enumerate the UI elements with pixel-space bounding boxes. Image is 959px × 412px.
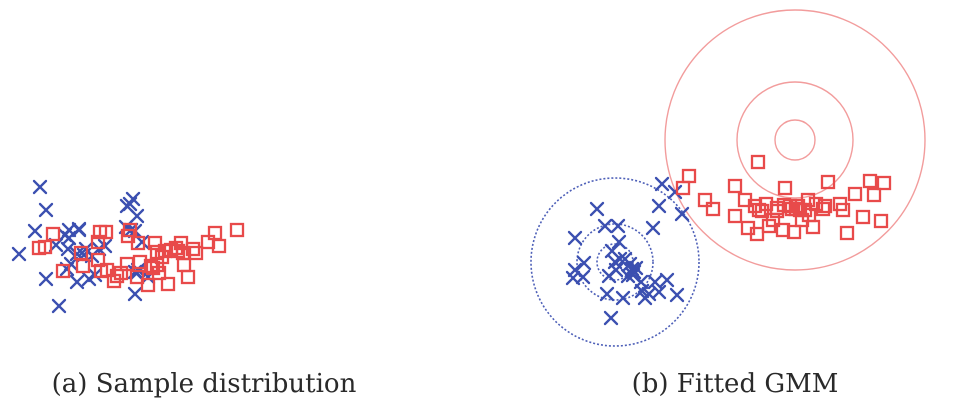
scatter-point-square [705,201,721,217]
scatter-point-x [634,283,650,299]
scatter-point-square [727,208,743,224]
scatter-point-square [855,209,871,225]
scatter-point-x [565,270,581,286]
caption-sample-distribution: (a) Sample distribution [52,369,357,399]
scatter-point-square [151,265,167,281]
scatter-point-x [81,271,97,287]
scatter-point-x [604,243,620,259]
scatter-point-x [11,246,27,262]
scatter-point-x [611,234,627,250]
scatter-point-square [681,168,697,184]
gmm-contour-ring [664,9,926,271]
scatter-point-x [27,223,43,239]
scatter-point-square [876,175,892,191]
scatter-point-square [211,238,227,254]
scatter-point-x [51,298,67,314]
scatter-point-x [576,255,592,271]
scatter-point-x [647,274,663,290]
scatter-point-x [71,222,87,238]
panel-sample-distribution [11,179,245,314]
scatter-point-x [645,220,661,236]
scatter-point-x [674,206,690,222]
scatter-point-square [862,173,878,189]
scatter-point-x [567,230,583,246]
scatter-point-square [147,235,163,251]
scatter-point-square [750,154,766,170]
scatter-point-x [608,262,624,278]
scatter-point-square [817,198,833,214]
scatter-point-square [805,219,821,235]
scatter-point-square [129,269,145,285]
scatter-point-x [127,286,143,302]
scatter-point-x [603,310,619,326]
scatter-point-x [597,218,613,234]
scatter-point-x [626,264,642,280]
scatter-point-x [651,284,667,300]
scatter-point-square [132,254,148,270]
scatter-point-x [628,260,644,276]
caption-fitted-gmm: (b) Fitted GMM [632,369,839,399]
scatter-point-square [847,186,863,202]
scatter-point-square [90,252,106,268]
scatter-point-square [109,268,125,284]
scatter-point-x [654,176,670,192]
scatter-point-square [866,187,882,203]
scatter-point-square [55,263,71,279]
panel-fitted-gmm [530,9,926,347]
scatter-point-x [610,218,626,234]
scatter-point-x [122,196,138,212]
scatter-point-square [777,180,793,196]
scatter-point-square [815,201,831,217]
scatter-point-square [835,202,851,218]
scatter-point-square [786,224,802,240]
scatter-point-square [122,222,138,238]
scatter-point-square [90,234,106,250]
gmm-contour-ring [530,177,700,347]
scatter-point-square [740,220,756,236]
scatter-point-x [60,241,76,257]
scatter-point-square [727,178,743,194]
scatter-point-square [160,276,176,292]
scatter-point-square [92,224,108,240]
scatter-point-x [615,290,631,306]
scatter-point-x [659,272,675,288]
scatter-point-square [697,192,713,208]
scatter-point-square [37,239,53,255]
gmm-contour-ring [774,119,816,161]
scatter-point-square [140,277,156,293]
scatter-point-x [38,202,54,218]
scatter-point-square [820,174,836,190]
scatter-point-square [185,241,201,257]
scatter-point-x [38,271,54,287]
gmm-contour-ring [576,223,654,301]
scatter-point-x [69,274,85,290]
scatter-point-x [567,262,583,278]
scatter-point-square [45,226,61,242]
scatter-point-x [599,286,615,302]
scatter-point-square [229,222,245,238]
scatter-point-square [800,192,816,208]
scatter-point-x [589,201,605,217]
scatter-point-square [180,269,196,285]
scatter-point-x [651,198,667,214]
scatter-point-square [75,258,91,274]
scatter-point-x [669,287,685,303]
scatter-point-x [667,184,683,200]
scatter-point-x [32,179,48,195]
scatter-point-square [839,225,855,241]
scatter-point-square [130,235,146,251]
scatter-point-square [188,245,204,261]
scatter-point-square [873,213,889,229]
scatter-point-square [176,257,192,273]
gmm-contour-ring [736,81,854,199]
